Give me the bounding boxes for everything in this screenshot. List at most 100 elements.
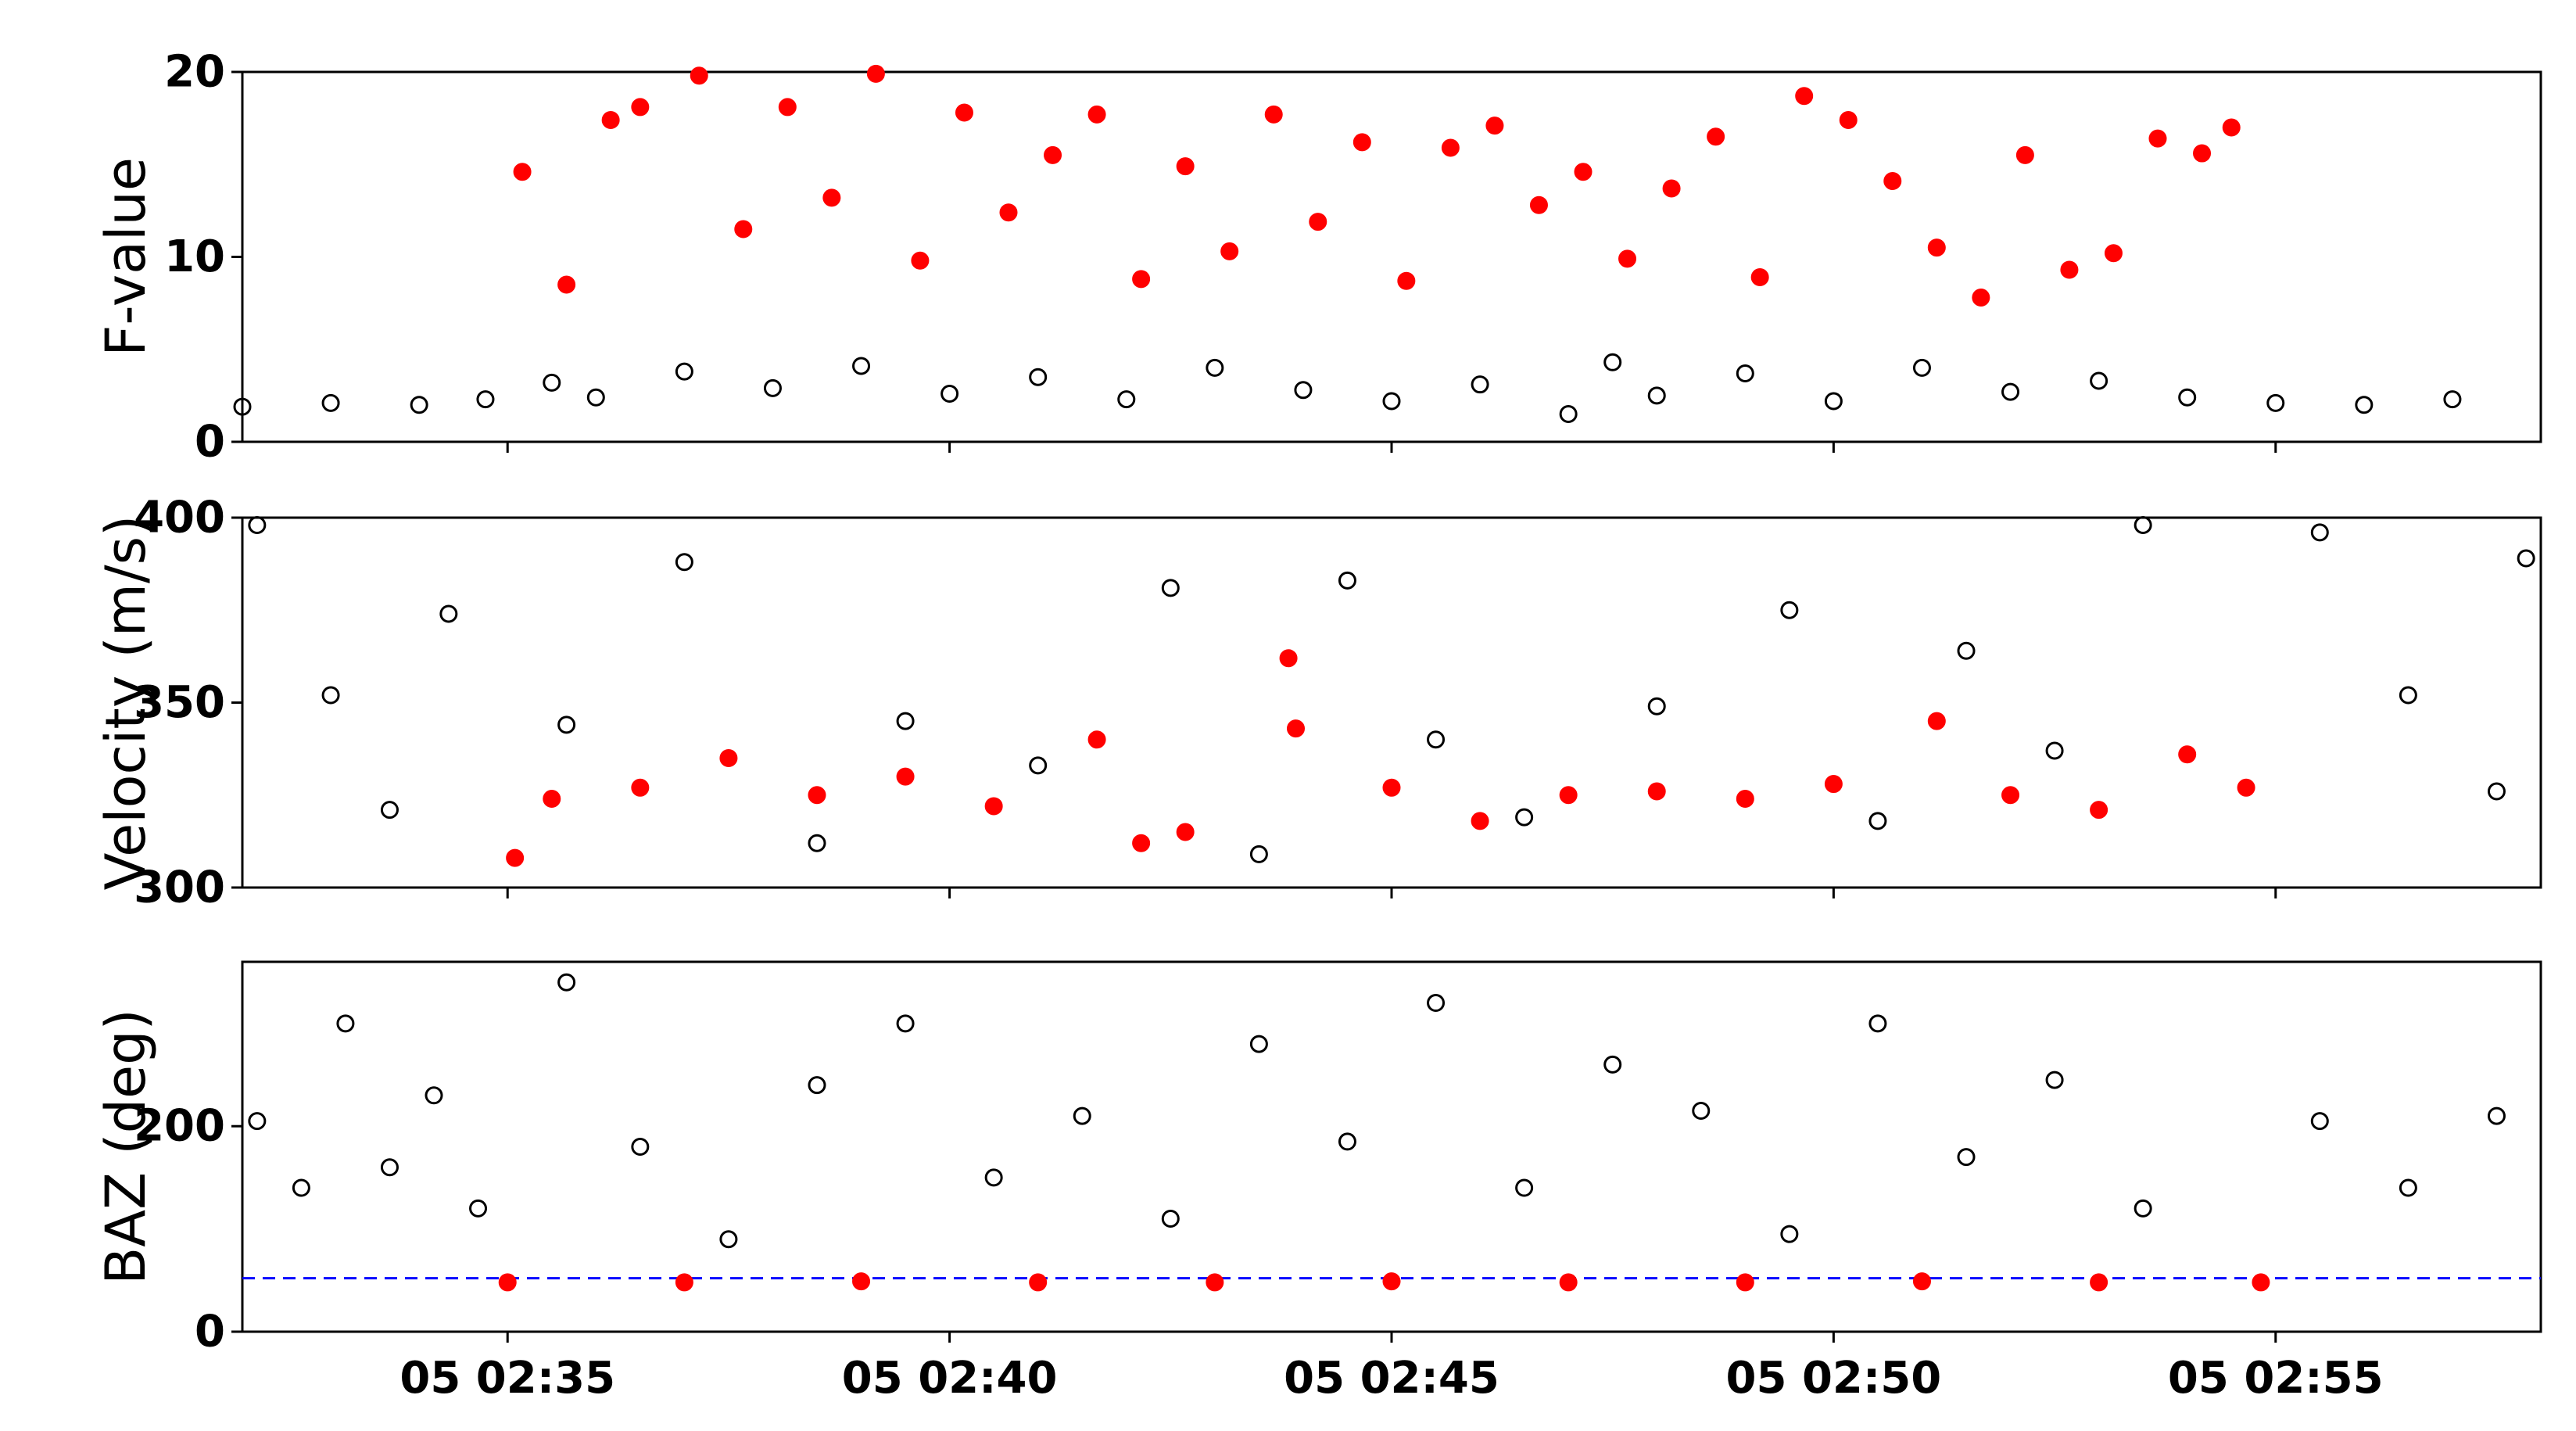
data-point — [1132, 270, 1151, 289]
data-point — [513, 163, 532, 181]
data-point — [719, 1230, 738, 1249]
data-point — [808, 1076, 826, 1095]
f-value-panel: 0 10 20 F-value — [94, 47, 2542, 468]
data-point — [1868, 812, 1887, 830]
data-point — [1824, 775, 1843, 794]
plot-frame — [241, 516, 2542, 889]
data-point — [2015, 145, 2034, 164]
data-point — [2090, 801, 2108, 820]
data-point — [675, 362, 693, 381]
data-point — [1750, 268, 1769, 287]
data-point — [1249, 1035, 1268, 1053]
data-point — [2399, 1178, 2417, 1197]
data-point — [543, 373, 561, 392]
data-point — [2399, 686, 2417, 705]
data-point — [1029, 756, 1048, 775]
data-point — [248, 1112, 267, 1131]
data-point — [2001, 382, 2020, 401]
data-point — [955, 103, 973, 122]
data-point — [321, 686, 340, 705]
data-point — [1206, 1273, 1224, 1292]
data-point — [1117, 390, 1136, 409]
data-point — [233, 397, 252, 416]
data-point — [1264, 105, 1283, 124]
data-point — [1352, 133, 1371, 152]
data-point — [675, 1273, 693, 1292]
x-tick-label: 05 02:35 — [399, 1353, 615, 1404]
data-point — [1279, 649, 1298, 668]
x-tick-label: 05 02:40 — [842, 1353, 1058, 1404]
data-point — [1647, 386, 1666, 405]
data-point — [1662, 179, 1681, 198]
y-tick-label: 200 — [134, 1101, 225, 1152]
data-point — [380, 801, 399, 820]
data-point — [896, 712, 915, 730]
data-point — [2001, 786, 2020, 805]
series-2 — [498, 1272, 2270, 1292]
data-point — [1029, 368, 1048, 386]
data-point — [2487, 1106, 2506, 1125]
data-point — [675, 553, 693, 572]
data-point — [734, 220, 753, 238]
data-point — [557, 275, 576, 294]
data-point — [1603, 1055, 1622, 1074]
data-point — [1427, 730, 1446, 749]
data-point — [1485, 117, 1504, 135]
data-point — [2310, 1112, 2329, 1131]
data-point — [778, 98, 797, 117]
data-point — [586, 388, 605, 407]
data-point — [852, 357, 871, 375]
x-tick-label: 05 02:50 — [1726, 1353, 1942, 1404]
y-axis-label: Velocity (m/s) — [94, 515, 158, 891]
data-point — [336, 1014, 355, 1033]
data-point — [631, 778, 650, 797]
y-tick-label: 20 — [164, 47, 225, 98]
data-point — [2222, 118, 2241, 137]
data-point — [1868, 1014, 1887, 1033]
data-point — [1287, 719, 1305, 738]
data-point — [498, 1273, 517, 1292]
data-point — [1780, 1225, 1799, 1243]
series-1 — [233, 353, 2462, 424]
data-point — [1957, 641, 1976, 660]
data-point — [2045, 741, 2064, 760]
data-point — [1957, 1148, 1976, 1167]
data-point — [1382, 392, 1401, 411]
data-point — [1309, 213, 1327, 231]
data-point — [1441, 138, 1460, 157]
y-tick-label: 350 — [134, 677, 225, 728]
data-point — [1206, 358, 1224, 377]
series-2 — [513, 64, 2241, 307]
data-point — [1515, 808, 1534, 827]
data-point — [1780, 601, 1799, 619]
data-point — [1471, 375, 1489, 394]
data-point — [2487, 782, 2506, 801]
data-point — [2090, 1273, 2108, 1292]
data-point — [410, 396, 428, 414]
data-point — [2134, 1199, 2152, 1218]
data-point — [911, 251, 930, 270]
data-point — [690, 66, 708, 85]
data-point — [1471, 812, 1489, 830]
data-point — [719, 748, 738, 767]
y-axis-label: F-value — [94, 157, 158, 357]
data-point — [1707, 127, 1725, 146]
data-point — [1176, 157, 1195, 176]
data-point — [1559, 405, 1578, 424]
series-1 — [248, 515, 2535, 863]
data-point — [1087, 730, 1106, 749]
data-point — [2252, 1273, 2270, 1292]
y-tick-label: 0 — [195, 1307, 225, 1357]
data-point — [1397, 271, 1416, 290]
data-point — [476, 390, 495, 409]
data-point — [1427, 994, 1446, 1013]
data-point — [1559, 786, 1578, 805]
data-point — [631, 1138, 650, 1156]
data-point — [2104, 244, 2123, 263]
data-point — [1087, 105, 1106, 124]
data-point — [1912, 1272, 1931, 1291]
data-point — [1073, 1106, 1091, 1125]
data-point — [1736, 364, 1754, 382]
data-point — [1603, 353, 1622, 371]
